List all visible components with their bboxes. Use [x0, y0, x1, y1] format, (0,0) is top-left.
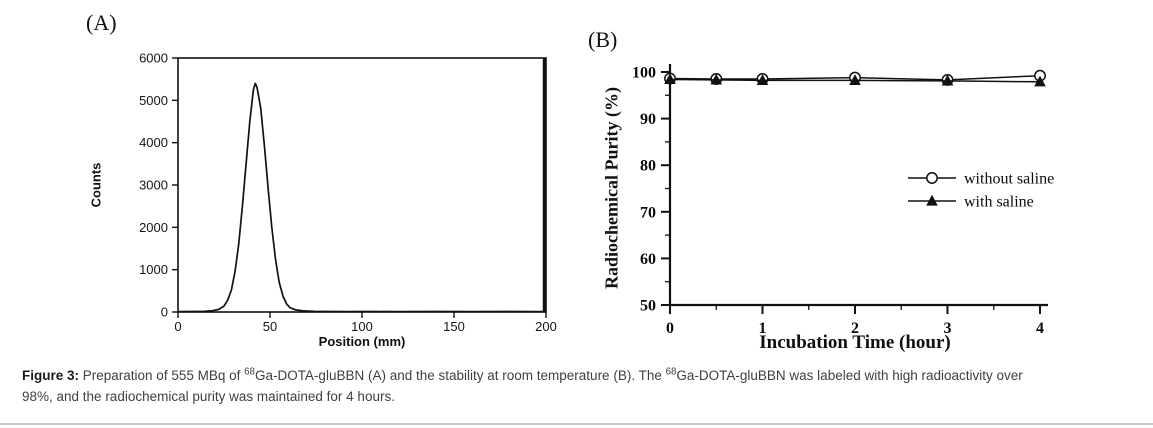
svg-text:without saline: without saline [964, 171, 1054, 188]
svg-text:with saline: with saline [964, 194, 1034, 211]
svg-text:3000: 3000 [139, 178, 168, 193]
bottom-divider [0, 423, 1153, 425]
svg-text:200: 200 [535, 319, 557, 334]
figure-caption-label: Figure 3: [22, 368, 80, 383]
caption-text-3: Ga-DOTA-gluBBN was labeled with high rad… [676, 368, 1023, 383]
svg-text:60: 60 [640, 251, 656, 268]
stability-chart: 50 60 70 80 90 100 0 1 2 3 4 without saline with sal… [632, 64, 1054, 337]
svg-text:150: 150 [443, 319, 465, 334]
svg-text:0: 0 [174, 319, 181, 334]
caption-text-2: Ga-DOTA-gluBBN (A) and the stability at … [254, 368, 666, 383]
svg-text:100: 100 [351, 319, 373, 334]
chart-a-x-axis-title: Position (mm) [318, 334, 406, 349]
svg-text:5000: 5000 [139, 93, 168, 108]
svg-text:100: 100 [632, 65, 656, 82]
svg-text:0: 0 [666, 320, 674, 337]
svg-text:50: 50 [263, 319, 277, 334]
panel-a-label: (A) [86, 10, 117, 35]
caption-text-4: 98%, and the radiochemical purity was ma… [22, 388, 395, 404]
svg-text:50: 50 [640, 298, 656, 315]
svg-text:0: 0 [161, 305, 168, 320]
svg-text:3: 3 [944, 320, 952, 337]
figure-caption: Figure 3: Preparation of 555 MBq of 68Ga… [22, 366, 1140, 408]
caption-superscript-2: 68 [665, 366, 677, 378]
chart-b-y-axis-title: Radiochemical Purity (%) [601, 87, 622, 289]
panel-b-label: (B) [588, 27, 618, 52]
svg-text:1: 1 [759, 320, 767, 337]
svg-text:2: 2 [851, 320, 859, 337]
svg-text:4000: 4000 [139, 135, 168, 150]
svg-text:4: 4 [1036, 320, 1044, 337]
svg-text:2000: 2000 [139, 220, 168, 235]
caption-text-1: Preparation of 555 MBq of [79, 368, 245, 383]
svg-text:70: 70 [640, 204, 656, 221]
svg-text:1000: 1000 [139, 262, 168, 277]
svg-text:6000: 6000 [139, 51, 168, 66]
chart-a-y-axis-title: Counts [88, 162, 104, 208]
svg-text:90: 90 [640, 111, 656, 128]
chart-b-x-axis-title: Incubation Time (hour) [759, 332, 951, 353]
svg-text:80: 80 [640, 158, 656, 175]
chromatogram-chart: 0 1000 2000 3000 4000 5000 6000 0 50 100 150 200 [139, 51, 557, 335]
caption-superscript-1: 68 [244, 366, 255, 378]
